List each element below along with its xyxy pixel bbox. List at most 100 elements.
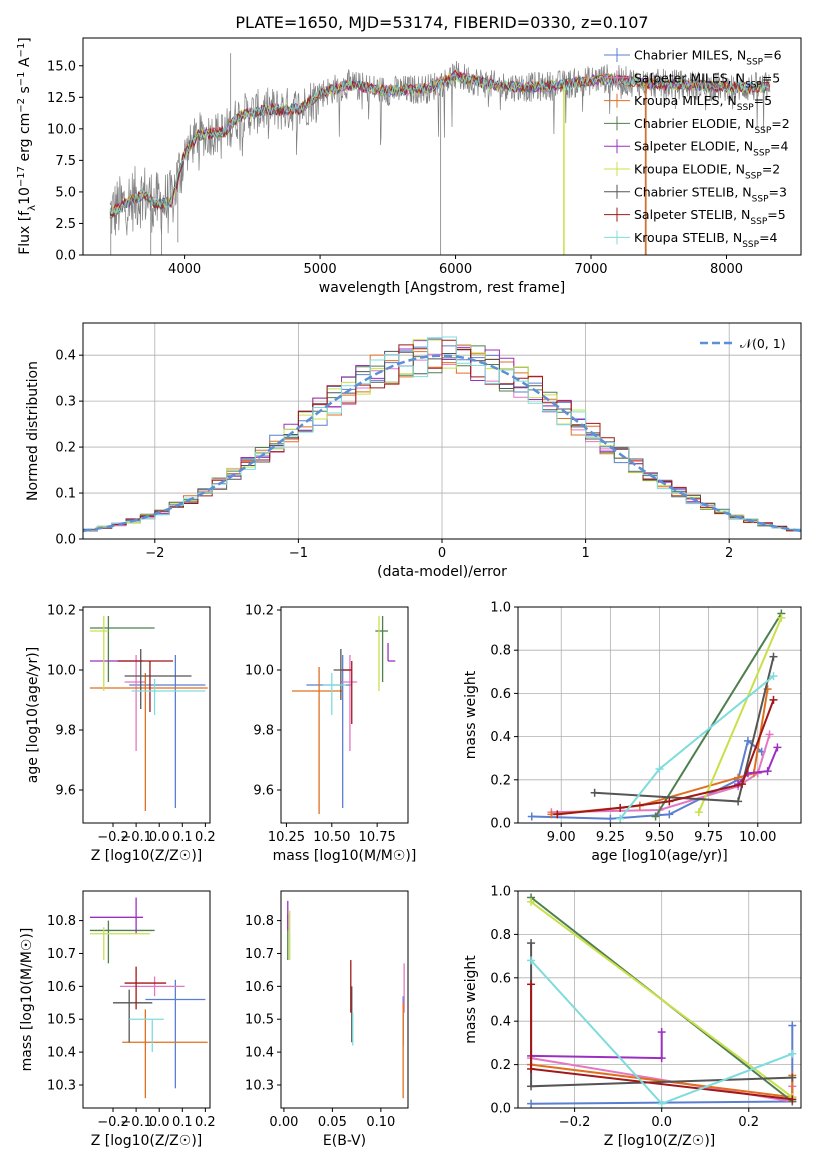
residual_hist-axes: −2 −1 0 1 2 0.0 0.1 0.2 0.3 0.4 (data-model)/error… [25,322,802,580]
mass_weight_vs_age-xtick-label: 9.25 [596,830,625,845]
legend-label-text: Chabrier STELIB, N [634,184,752,199]
age_vs_Z-ytick-label: 9.8 [55,724,76,739]
legend-label-2: Kroupa MILES, NSSP=5 [634,93,772,113]
spectrum-ylabel-part: 10 [17,187,33,205]
mass_weight_vs_age-xtick-label: 10.00 [739,830,776,845]
age_vs_Z-xtick-label: −0.2 [97,830,129,845]
spectrum-ytick-label: 10.0 [47,122,76,137]
mass_weight_vs_age-ytick-label: 0.2 [490,773,511,788]
mass_weight_vs_age-xtick-label: 9.50 [645,830,674,845]
mass_weight_vs_Z-plot [527,893,797,1108]
legend-label-7: Salpeter STELIB, NSSP=5 [634,207,786,227]
legend-label-sub: SSP [754,126,771,136]
spectrum-xtick-label: 8000 [710,262,743,277]
legend-label-3: Chabrier ELODIE, NSSP=2 [634,116,790,136]
legend-label-count: =2 [771,116,789,131]
spectrum-ytick-label: 7.5 [55,154,76,169]
mass_weight_vs_age-ytick-label: 0.8 [490,644,511,659]
mass_vs_ebv-axes: 0.00 0.05 0.10 10.3 10.4 10.5 10.6 10.7 10.8 E(B-… [245,890,409,1149]
mass_weight_vs_Z-line [531,1032,663,1060]
mass_vs_Z-xtick-label: −0.1 [120,1115,152,1130]
mass_vs_Z-frame [82,890,211,1109]
legend-label-8: Kroupa STELIB, NSSP=4 [634,230,778,250]
mwAge-xlabel: age [log10(age/yr)] [591,848,727,864]
mass_weight_vs_age-ytick-label: 1.0 [490,601,511,616]
hist-step-line [83,339,801,532]
mass_vs_Z-ytick-label: 10.5 [47,1013,76,1028]
age_vs_Z-xtick-label: 0.0 [149,830,170,845]
mass_weight_vs_age-line [654,612,783,818]
spectrum-ytick-label: 5.0 [55,185,76,200]
legend-label-sub: SSP [750,217,767,227]
mass_vs_ebv-xtick-label: 0.00 [269,1115,298,1130]
mass_vs_ebv-ytick-label: 10.5 [245,1013,274,1028]
mwAge-ylabel: mass weight [463,670,479,759]
spectrum-ylabel-part: −17 [16,166,27,187]
mass_weight_vs_age-ytick-label: 0.4 [490,730,511,745]
residual_hist-ytick-label: 0.4 [55,349,76,364]
mass_vs_Z-ytick-label: 10.3 [47,1078,76,1093]
spectrum-model-line [109,72,771,215]
mass_weight_vs_age-ytick-label: 0.0 [490,817,511,832]
mass_vs_ebv-ytick-label: 10.8 [245,914,274,929]
mass_vs_Z-xtick-label: 0.0 [149,1115,170,1130]
residual_hist-xtick-label: −1 [289,546,308,561]
ageZ-ylabel: age [log10(age/yr)] [25,647,41,783]
age_vs_mass-axes: 10.25 10.50 10.75 9.6 9.8 10.0 10.2 mass [log10… [245,604,416,865]
spectrum-ylabel-part: Flux [f [17,210,33,255]
spectrum-xtick-label: 5000 [304,262,337,277]
legend-label-5: Kroupa ELODIE, NSSP=2 [634,162,780,182]
mass_weight_vs_Z-ytick-label: 0.6 [490,971,511,986]
ageMass-xlabel: mass [log10(M/M☉)] [273,848,417,864]
legend-label-count: =5 [754,93,772,108]
legend-label-count: =6 [763,48,781,63]
mass_weight_vs_Z-ytick-label: 0.4 [490,1015,511,1030]
mass_weight_vs_Z-ytick-label: 0.8 [490,928,511,943]
residual_hist-ytick-label: 0.0 [55,533,76,548]
legend-label-count: =5 [767,207,785,222]
mass_weight_vs_age-xtick-label: 9.75 [694,830,723,845]
hist-ylabel: Normed distribution [25,361,41,501]
age_vs_mass-frame [280,606,409,824]
massZ-xlabel: Z [log10(Z/Z☉)] [91,1133,203,1149]
mass_weight_vs_Z-ytick-label: 0.2 [490,1058,511,1073]
spectrum-ylabel-part: ] [17,37,33,42]
legend-label-text: Salpeter ELODIE, N [634,139,753,154]
figure-title: PLATE=1650, MJD=53174, FIBERID=0330, z=0… [235,13,648,32]
residual_hist-ytick-label: 0.3 [55,395,76,410]
legend-label-sub: SSP [745,80,762,90]
legend-label-count: =2 [762,162,780,177]
spectrum-ytick-label: 0.0 [55,249,76,264]
legend-label-text: Salpeter STELIB, N [634,207,750,222]
legend-label-sub: SSP [742,240,759,250]
mass_weight_vs_Z-line [530,901,793,1099]
age_vs_Z-plot [89,616,208,811]
spectrum-ylabel-part: s [17,86,33,98]
residual_hist-frame [82,322,802,540]
age_vs_Z-xtick-label: 0.1 [172,830,193,845]
mass_vs_Z-ytick-label: 10.6 [47,980,76,995]
mass_weight_vs_age-xtick-label: 9.00 [547,830,576,845]
mass_vs_Z-plot [89,897,208,1099]
spectrum-ylabel-part: A [17,57,33,71]
residual_hist-ytick-label: 0.1 [55,487,76,502]
legend-label-0: Chabrier MILES, NSSP=6 [634,48,782,68]
spectrum-ylabel-part: erg cm [17,113,33,166]
mass_weight_vs_Z-xtick-label: 0.2 [738,1115,759,1130]
mass_weight_vs_age-line [697,617,783,813]
age_vs_mass-xtick-label: 10.25 [268,830,305,845]
legend-label-sub: SSP [753,149,770,159]
spectrum-xtick-label: 6000 [439,262,472,277]
residual_hist-xtick-label: 1 [581,546,589,561]
age_vs_mass-ytick-label: 10.0 [245,664,274,679]
ageZ-xlabel: Z [log10(Z/Z☉)] [91,848,203,864]
mwZ-ylabel: mass weight [463,955,479,1044]
residual_hist-xtick-label: 2 [725,546,733,561]
age_vs_Z-ytick-label: 10.2 [47,604,76,619]
spectrum-ylabel-part: −2 [16,98,27,113]
age_vs_Z-xtick-label: 0.2 [195,830,216,845]
legend-label-count: =5 [762,70,780,85]
legend-label-sub: SSP [745,172,762,182]
legend-label-text: Kroupa MILES, N [634,93,737,108]
